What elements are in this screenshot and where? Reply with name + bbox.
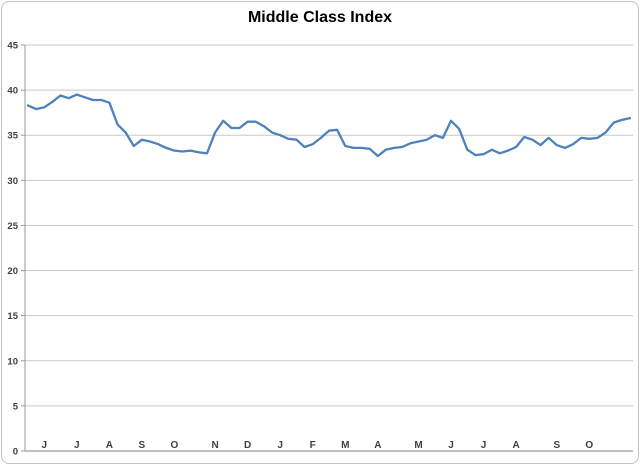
y-tick-label: 5 [13, 401, 19, 412]
y-tick-label: 15 [7, 311, 18, 322]
y-tick-label: 35 [7, 131, 18, 142]
x-tick-label: S [553, 440, 560, 451]
x-tick-label: A [512, 440, 519, 451]
x-tick-label: S [139, 440, 146, 451]
y-tick-label: 25 [7, 221, 18, 232]
x-tick-label: J [41, 440, 47, 451]
x-tick-label: F [310, 440, 316, 451]
x-tick-label: O [585, 440, 593, 451]
x-tick-label: D [244, 440, 251, 451]
y-tick-label: 10 [7, 356, 18, 367]
x-tick-label: M [341, 440, 349, 451]
y-tick-label: 40 [7, 86, 18, 97]
x-tick-label: J [74, 440, 80, 451]
x-tick-label: A [106, 440, 113, 451]
x-tick-label: J [277, 440, 283, 451]
chart-title: Middle Class Index [247, 9, 393, 26]
x-tick-label: M [414, 440, 422, 451]
series-line-middle-class-index [26, 93, 632, 158]
y-tick-label: 20 [7, 266, 18, 277]
x-tick-label: J [448, 440, 454, 451]
x-tick-label: J [481, 440, 487, 451]
y-tick-label: 0 [13, 447, 18, 458]
x-tick-label: O [171, 440, 179, 451]
y-tick-label: 30 [7, 176, 18, 187]
x-tick-label: N [211, 440, 218, 451]
x-tick-label: A [374, 440, 381, 451]
y-tick-label: 45 [7, 41, 18, 52]
